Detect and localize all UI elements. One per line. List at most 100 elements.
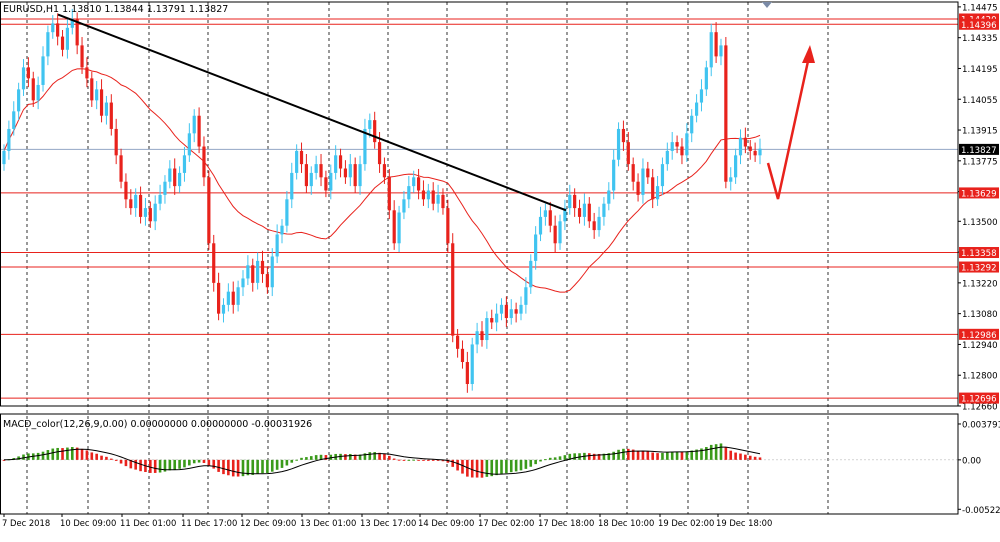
candle-body <box>182 155 187 173</box>
level-tags: 1.144201.143961.136291.133581.132921.129… <box>959 13 999 405</box>
candle-body <box>197 115 201 147</box>
candle-body <box>577 208 582 217</box>
macd-bar <box>748 455 752 460</box>
level-tag-bg <box>959 18 999 30</box>
macd-bar <box>675 451 679 460</box>
candle-body <box>290 172 294 200</box>
candle-body <box>421 190 426 200</box>
macd-bar <box>744 454 747 460</box>
candle-body <box>587 203 591 222</box>
frames <box>0 1 959 515</box>
candle-body <box>256 260 260 283</box>
macd-bar <box>602 453 606 460</box>
candle-body <box>90 78 94 101</box>
candle-body <box>504 304 508 319</box>
macd-bar <box>534 459 537 465</box>
candle-body <box>660 164 665 187</box>
candle-body <box>295 150 299 173</box>
macd-bar <box>110 458 113 460</box>
macd-bar <box>100 455 103 460</box>
macd-bar <box>227 459 230 476</box>
macd-bar <box>724 447 728 460</box>
macd-bar <box>641 450 645 460</box>
macd-bar <box>222 459 225 475</box>
time-tick-label: 7 Dec 2018 <box>2 518 50 528</box>
macd-bar <box>236 459 240 477</box>
candle-body <box>207 177 211 244</box>
macd-frame <box>0 413 959 515</box>
candle-body <box>153 203 157 222</box>
current-price-tag-bg <box>959 143 999 155</box>
macd-bar <box>734 452 737 460</box>
macd-bar <box>383 453 386 460</box>
candle-body <box>534 234 538 261</box>
candle-body <box>246 265 250 279</box>
candle-body <box>431 190 435 204</box>
macd-bar <box>700 448 703 460</box>
macd-bar <box>295 459 298 461</box>
macd-bar <box>70 447 74 460</box>
candle-body <box>392 210 396 244</box>
candle-body <box>353 164 357 187</box>
candle-body <box>338 155 343 169</box>
macd-bar <box>495 459 498 476</box>
macd-bar <box>456 459 459 471</box>
candle-body <box>329 172 333 191</box>
trendline-segment <box>57 13 567 212</box>
macd-bar <box>56 447 59 460</box>
macd-bar <box>173 459 177 470</box>
macd-bar <box>305 457 308 460</box>
candle-body <box>348 164 352 178</box>
macd-bar <box>119 459 123 464</box>
macd-bar <box>261 459 264 474</box>
grid <box>26 2 829 514</box>
candle-body <box>734 155 738 178</box>
macd-bar <box>568 453 572 460</box>
trendline[interactable] <box>57 13 567 212</box>
macd-bar <box>485 459 489 477</box>
candle-body <box>343 168 348 178</box>
macd-bar <box>451 459 455 467</box>
candle-body <box>51 23 55 33</box>
macd-bar <box>563 455 567 460</box>
candle-body <box>436 194 440 204</box>
candle-body <box>21 67 26 90</box>
forecast-arrow[interactable] <box>766 45 815 200</box>
candle-body <box>270 256 274 288</box>
macd-bar <box>597 453 601 460</box>
macd-bar <box>470 459 474 478</box>
candle-body <box>519 304 523 314</box>
macd-bar <box>373 452 376 460</box>
candle-body <box>631 164 635 182</box>
macd-bar <box>46 450 50 460</box>
candle-body <box>451 243 455 336</box>
candle-body <box>407 186 411 200</box>
candle-body <box>743 137 747 147</box>
time-tick-label: 11 Dec 17:00 <box>181 518 237 528</box>
macd-bar <box>622 448 625 460</box>
macd-bar <box>280 459 284 468</box>
macd-bar <box>17 456 20 460</box>
candle-body <box>753 150 757 156</box>
macd-bar <box>290 459 294 463</box>
macd-bar <box>441 459 445 462</box>
candle-body <box>12 111 16 129</box>
macd-bar <box>690 450 694 460</box>
candle-body <box>260 260 265 275</box>
macd-bar <box>105 456 108 460</box>
macd-bar <box>573 453 576 460</box>
macd-axis: 0.003791 0.00 -0.005225 <box>958 420 1000 516</box>
candle-body <box>309 172 313 187</box>
candle-body <box>568 194 572 209</box>
macd-bar <box>446 459 450 463</box>
macd-bar <box>670 451 674 460</box>
time-tick-label: 19 Dec 18:00 <box>716 518 772 528</box>
candle-body <box>129 199 133 209</box>
candle-body <box>626 142 630 165</box>
macd-bar <box>192 459 196 464</box>
level-tag-label: 1.12986 <box>961 331 997 341</box>
candle-body <box>148 208 152 222</box>
macd-bar <box>514 459 518 472</box>
candle-body <box>524 287 528 305</box>
macd-bar <box>2 459 6 461</box>
